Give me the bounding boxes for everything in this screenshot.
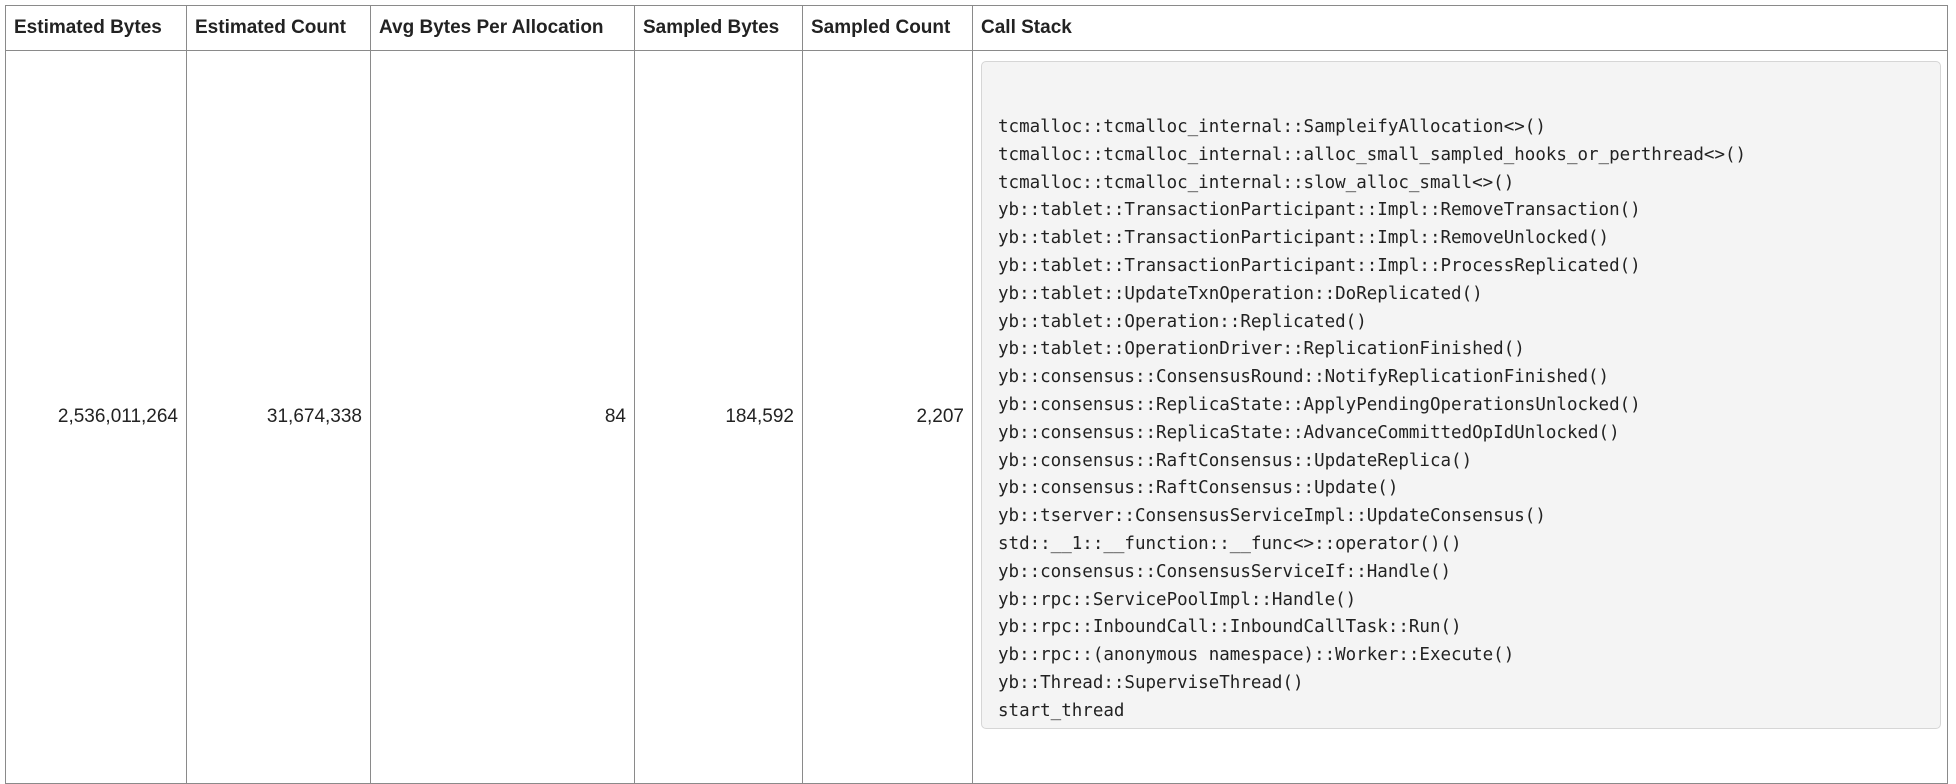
header-estimated-bytes: Estimated Bytes [5,5,187,51]
cell-sampled-bytes: 184,592 [634,50,803,784]
call-stack-frame: start_thread [998,700,1125,721]
cell-avg-bytes-per-allocation: 84 [370,50,635,784]
header-estimated-count: Estimated Count [186,5,371,51]
call-stack-frame: yb::rpc::ServicePoolImpl::Handle() [998,589,1357,610]
call-stack-frame: tcmalloc::tcmalloc_internal::SampleifyAl… [998,117,1546,137]
call-stack-frame: yb::consensus::RaftConsensus::UpdateRepl… [998,450,1473,471]
call-stack-frame: yb::consensus::ReplicaState::ApplyPendin… [998,394,1641,415]
cell-call-stack: tcmalloc::tcmalloc_internal::SampleifyAl… [972,50,1948,784]
cell-estimated-count: 31,674,338 [186,50,371,784]
call-stack-frame: yb::tablet::UpdateTxnOperation::DoReplic… [998,283,1483,304]
call-stack-frame: tcmalloc::tcmalloc_internal::slow_alloc_… [998,172,1515,193]
call-stack-frame: yb::rpc::(anonymous namespace)::Worker::… [998,645,1515,666]
cell-estimated-bytes: 2,536,011,264 [5,50,187,784]
allocations-table: Estimated Bytes Estimated Count Avg Byte… [5,5,1948,784]
header-sampled-bytes: Sampled Bytes [634,5,803,51]
call-stack-frame: yb::tablet::TransactionParticipant::Impl… [998,228,1610,249]
call-stack-frame: yb::consensus::ReplicaState::AdvanceComm… [998,422,1620,443]
call-stack-frame: std::__1::__function::__func<>::operator… [998,533,1462,554]
call-stack-frame: yb::consensus::RaftConsensus::Update() [998,478,1399,499]
call-stack-frame: yb::tablet::TransactionParticipant::Impl… [998,200,1641,221]
call-stack-frame: yb::tablet::Operation::Replicated() [998,311,1367,332]
header-call-stack: Call Stack [972,5,1948,51]
cell-sampled-count: 2,207 [802,50,973,784]
call-stack-frame: yb::Thread::SuperviseThread() [998,672,1304,693]
call-stack-frame: tcmalloc::tcmalloc_internal::alloc_small… [998,144,1747,165]
call-stack-block: tcmalloc::tcmalloc_internal::SampleifyAl… [981,61,1941,729]
table-row: 2,536,011,264 31,674,338 84 184,592 2,20… [5,50,1948,784]
call-stack-frame: yb::consensus::ConsensusServiceIf::Handl… [998,561,1452,582]
call-stack-frame: yb::tablet::OperationDriver::Replication… [998,339,1525,360]
header-row: Estimated Bytes Estimated Count Avg Byte… [5,5,1948,51]
call-stack-frame: yb::rpc::InboundCall::InboundCallTask::R… [998,617,1462,638]
call-stack-frame: yb::tablet::TransactionParticipant::Impl… [998,255,1641,276]
header-sampled-count: Sampled Count [802,5,973,51]
header-avg-bytes-per-allocation: Avg Bytes Per Allocation [370,5,635,51]
call-stack-frame: yb::tserver::ConsensusServiceImpl::Updat… [998,506,1546,527]
call-stack-frame: yb::consensus::ConsensusRound::NotifyRep… [998,367,1610,388]
